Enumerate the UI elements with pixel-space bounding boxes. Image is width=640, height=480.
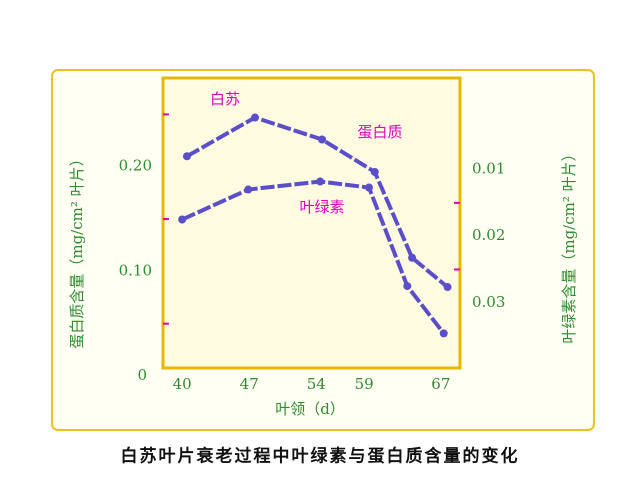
x-tick-label: 40 — [173, 375, 192, 393]
data-point — [250, 113, 259, 122]
y-axis-label: 蛋白质含量（mg/cm² 叶片） — [68, 151, 86, 348]
x-tick-label: 47 — [240, 375, 259, 393]
annotation: 白苏 — [210, 90, 240, 108]
series-label: 叶绿素 — [299, 198, 344, 216]
data-point — [403, 282, 412, 291]
data-point — [364, 183, 373, 192]
chart-title: 白苏叶片衰老过程中叶绿素与蛋白质含量的变化 — [121, 446, 520, 467]
y-tick-label: 0.20 — [119, 157, 152, 175]
data-point — [182, 152, 191, 161]
plot-area — [161, 76, 462, 370]
x-tick-label: 54 — [307, 375, 326, 393]
series-line — [181, 179, 446, 335]
series-label: 蛋白质 — [357, 123, 402, 141]
data-point — [439, 329, 448, 338]
y2-tick-label: 0.02 — [472, 226, 505, 244]
y2-axis-label: 叶绿素含量（mg/cm² 叶片） — [560, 146, 578, 343]
x-tick-label: 59 — [355, 375, 374, 393]
y2-tick-label: 0.01 — [472, 160, 505, 178]
y2-tick-label: 0.03 — [472, 293, 505, 311]
data-point — [244, 185, 253, 194]
data-point — [318, 135, 327, 144]
data-point — [370, 167, 379, 176]
y-tick-label: 0.10 — [119, 261, 152, 279]
series-line — [185, 115, 449, 289]
data-point — [443, 283, 452, 292]
y-tick-label: 0 — [137, 366, 147, 384]
data-point — [408, 253, 417, 262]
x-tick-label: 67 — [431, 375, 450, 393]
data-point — [316, 177, 325, 186]
data-point — [178, 215, 187, 224]
x-axis-label: 叶领（d） — [275, 400, 345, 418]
